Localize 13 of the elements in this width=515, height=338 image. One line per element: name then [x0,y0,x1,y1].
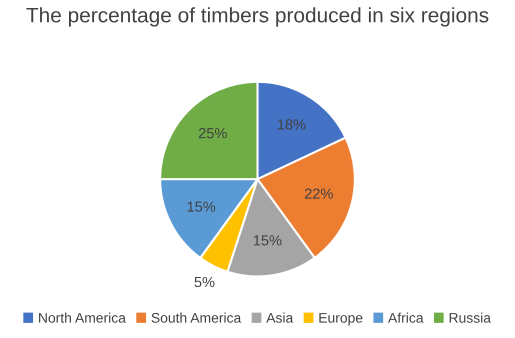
data-label: 18% [278,119,306,130]
chart-title: The percentage of timbers produced in six regions [26,7,488,27]
legend-label: Asia [266,312,294,323]
legend-label: Europe [319,313,362,326]
data-label: 15% [254,235,282,246]
legend-label: Africa [388,312,424,323]
data-label: 5% [194,276,214,288]
legend-label: Russia [450,312,491,323]
data-label: 15% [188,202,216,212]
legend-label: North America [39,312,126,323]
data-label: 25% [198,128,227,138]
legend-label: South America [152,312,242,323]
data-label: 22% [304,188,333,199]
